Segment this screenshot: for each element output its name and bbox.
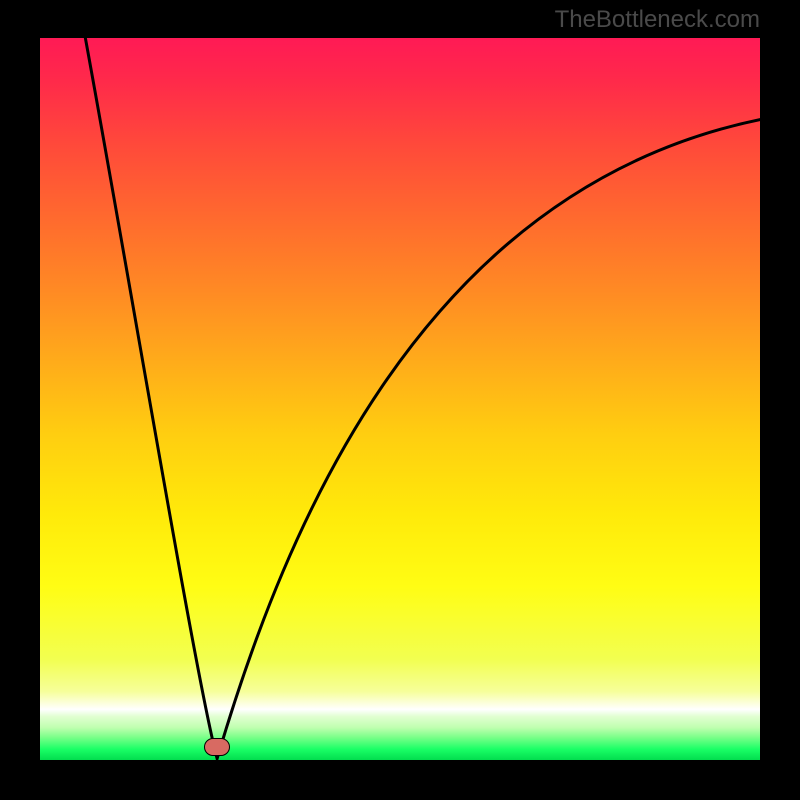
plot-svg xyxy=(40,38,760,760)
optimum-marker xyxy=(204,738,230,756)
plot-area xyxy=(40,38,760,760)
attribution-text: TheBottleneck.com xyxy=(555,6,760,34)
outer-frame: TheBottleneck.com xyxy=(0,0,800,800)
